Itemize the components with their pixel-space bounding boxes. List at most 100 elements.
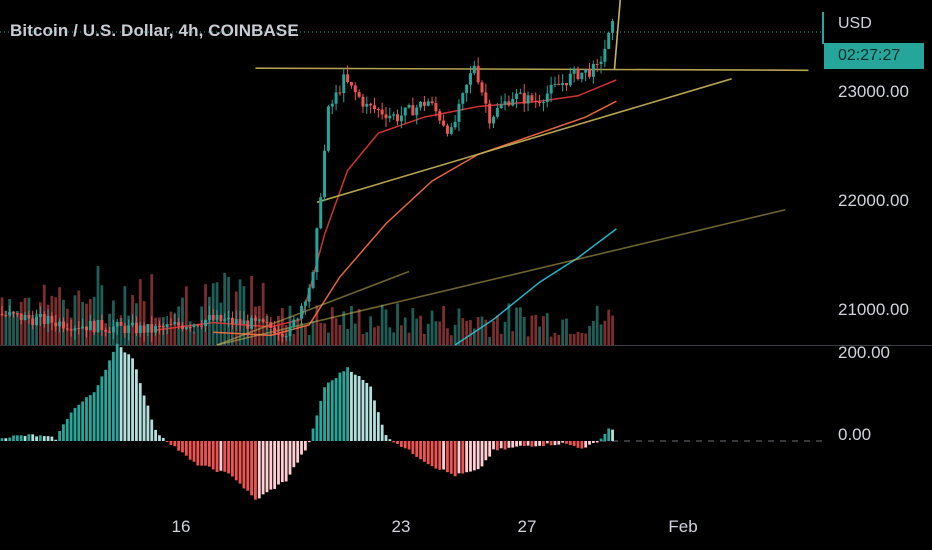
oscillator-bar bbox=[350, 371, 353, 441]
volume-bar bbox=[465, 320, 469, 345]
volume-bar bbox=[376, 325, 380, 345]
candle-body bbox=[545, 93, 549, 102]
volume-bar bbox=[580, 333, 584, 345]
oscillator-bar bbox=[572, 441, 576, 446]
candle-body bbox=[204, 320, 208, 327]
volume-bar bbox=[530, 315, 534, 345]
volume-bar bbox=[231, 318, 234, 345]
volume-bar bbox=[15, 310, 19, 345]
breakout-line bbox=[613, 0, 622, 70]
volume-bar bbox=[611, 315, 614, 345]
candle-body bbox=[557, 83, 561, 86]
oscillator-bar bbox=[457, 441, 461, 474]
moving-average-slow bbox=[454, 228, 617, 346]
candle-body bbox=[4, 315, 8, 317]
candle-body bbox=[315, 228, 319, 273]
volume-bar bbox=[576, 331, 580, 345]
candle-body bbox=[127, 325, 131, 333]
volume-bar bbox=[399, 325, 403, 345]
oscillator-bar bbox=[54, 439, 58, 441]
candle-body bbox=[553, 83, 557, 85]
volume-bar bbox=[196, 325, 200, 345]
volume-bar bbox=[438, 321, 442, 345]
oscillator-bar bbox=[138, 383, 142, 441]
candle-body bbox=[261, 319, 265, 322]
candle-body bbox=[534, 100, 538, 103]
oscillator-bar bbox=[369, 386, 373, 441]
candle-body bbox=[399, 115, 403, 122]
oscillator-bar bbox=[338, 372, 342, 441]
volume-bar bbox=[353, 323, 357, 345]
oscillator-bar bbox=[588, 441, 591, 445]
candle-body bbox=[23, 314, 27, 321]
oscillator-bar bbox=[254, 441, 257, 500]
oscillator-bar bbox=[584, 441, 588, 448]
oscillator-bar bbox=[280, 441, 284, 483]
oscillator-bar bbox=[530, 441, 534, 447]
volume-bar bbox=[23, 297, 27, 345]
volume-bar bbox=[119, 317, 123, 345]
volume-bar bbox=[511, 331, 515, 345]
candle-body bbox=[292, 319, 296, 328]
volume-bar bbox=[315, 305, 319, 345]
oscillator-bar bbox=[184, 441, 188, 456]
volume-bar bbox=[35, 313, 38, 345]
candle-body bbox=[142, 325, 146, 333]
oscillator-bar bbox=[277, 441, 280, 485]
candle-body bbox=[326, 106, 330, 151]
volume-bar bbox=[503, 321, 507, 345]
currency-label[interactable]: USD bbox=[838, 15, 872, 32]
oscillator-bar bbox=[311, 428, 315, 441]
oscillator-bar bbox=[545, 441, 549, 444]
candle-body bbox=[253, 317, 257, 321]
candle-body bbox=[134, 322, 138, 334]
candle-body bbox=[161, 326, 165, 328]
volume-bar bbox=[338, 324, 342, 345]
volume-bar bbox=[280, 307, 284, 345]
candle-body bbox=[58, 321, 62, 327]
oscillator-bar bbox=[580, 441, 584, 449]
volume-bar bbox=[461, 318, 465, 345]
candle-body bbox=[349, 82, 353, 86]
oscillator-bar bbox=[515, 441, 518, 447]
volume-bar bbox=[373, 327, 376, 345]
candle-body bbox=[503, 101, 507, 105]
oscillator-bar bbox=[215, 441, 219, 472]
oscillator-bar bbox=[115, 343, 119, 441]
candle-body bbox=[38, 314, 42, 317]
candle-body bbox=[311, 272, 315, 288]
candle-body bbox=[346, 74, 350, 83]
volume-bar bbox=[380, 304, 384, 345]
oscillator-bar bbox=[257, 441, 261, 499]
volume-bar bbox=[303, 325, 307, 345]
candle-body bbox=[288, 327, 292, 337]
oscillator-bar bbox=[434, 441, 438, 469]
oscillator-bar bbox=[238, 441, 242, 484]
oscillator-bar bbox=[342, 371, 346, 441]
candle-body bbox=[215, 315, 219, 320]
candle-body bbox=[131, 322, 135, 326]
oscillator-bar bbox=[100, 376, 104, 441]
oscillator-bar bbox=[303, 441, 307, 451]
trendline bbox=[316, 78, 732, 204]
oscillator-bar bbox=[330, 380, 334, 441]
oscillator-bar bbox=[12, 435, 15, 441]
volume-bar bbox=[296, 320, 300, 345]
oscillator-bar bbox=[227, 441, 230, 474]
candle-body bbox=[353, 85, 357, 93]
volume-bar bbox=[365, 332, 369, 345]
candle-body bbox=[526, 95, 530, 104]
oscillator-bar bbox=[77, 404, 81, 441]
volume-bar bbox=[553, 332, 557, 345]
volume-bar bbox=[430, 310, 434, 345]
candle-body bbox=[492, 116, 496, 124]
volume-bar bbox=[31, 315, 35, 345]
candle-body bbox=[154, 326, 158, 333]
candle-body bbox=[8, 312, 12, 316]
oscillator-bar bbox=[65, 419, 69, 441]
volume-bar bbox=[476, 317, 480, 345]
candle-body bbox=[484, 92, 488, 104]
oscillator-bar bbox=[127, 354, 131, 441]
volume-bar bbox=[449, 335, 453, 345]
